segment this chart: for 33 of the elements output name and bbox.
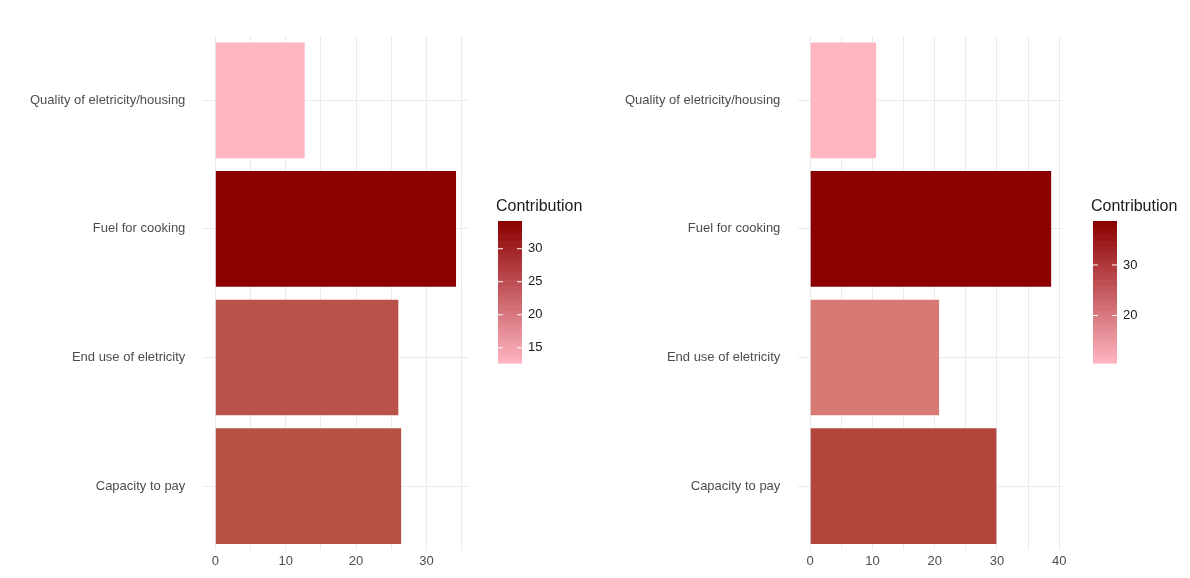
x-tick-label: 30 <box>989 552 1005 568</box>
y-tick-label: End use of eletricity <box>666 349 781 365</box>
bar <box>810 42 877 159</box>
x-tick-label: 0 <box>211 552 219 568</box>
bar <box>215 42 305 159</box>
color-bar-label: 25 <box>528 273 543 289</box>
bar <box>215 299 399 416</box>
color-bar-label: 30 <box>1123 256 1138 272</box>
y-tick-label: End use of eletricity <box>71 349 186 365</box>
bar <box>810 299 940 416</box>
bar <box>810 428 997 544</box>
bar <box>215 171 457 287</box>
y-tick-label: Quality of eletricity/housing <box>624 91 781 107</box>
y-tick-label: Capacity to pay <box>690 477 781 493</box>
x-tick-label: 10 <box>278 552 293 568</box>
bar <box>215 428 402 544</box>
y-tick-label: Fuel for cooking <box>92 220 186 236</box>
x-tick-label: 20 <box>348 552 364 568</box>
color-bar-label: 20 <box>1123 307 1138 323</box>
color-bar-title: Contribution <box>496 197 583 215</box>
x-tick-label: 30 <box>419 552 434 568</box>
color-bar-label: 30 <box>528 240 543 256</box>
x-tick-label: 20 <box>927 552 942 568</box>
y-tick-label: Fuel for cooking <box>687 220 781 236</box>
x-tick-label: 0 <box>806 552 814 568</box>
y-tick-label: Capacity to pay <box>95 477 186 493</box>
bar <box>810 171 1052 287</box>
y-tick-label: Quality of eletricity/housing <box>29 91 186 107</box>
color-bar-label: 15 <box>528 339 543 355</box>
color-bar-label: 20 <box>528 306 543 322</box>
color-bar-title: Contribution <box>1091 197 1178 215</box>
x-tick-label: 10 <box>865 552 880 568</box>
x-tick-label: 40 <box>1052 552 1067 568</box>
